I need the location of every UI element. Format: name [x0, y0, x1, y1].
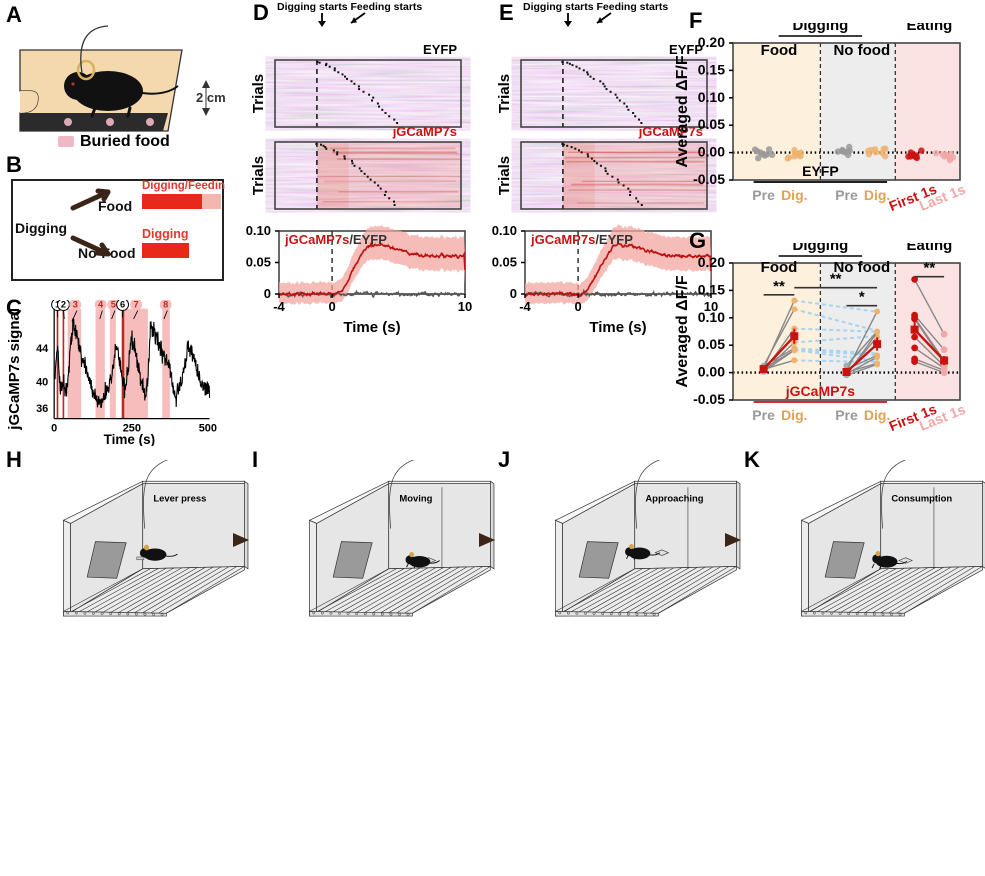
svg-text:Lever press: Lever press [153, 493, 206, 504]
svg-text:4: 4 [98, 300, 104, 310]
svg-text:7: 7 [134, 300, 139, 310]
svg-text:Food: Food [761, 42, 798, 59]
svg-text:No food: No food [833, 42, 890, 59]
svg-text:0.10: 0.10 [492, 223, 517, 238]
svg-text:Dig.: Dig. [781, 407, 807, 423]
svg-text:44: 44 [36, 343, 49, 355]
svg-text:-4: -4 [273, 299, 285, 314]
svg-text:0.10: 0.10 [698, 309, 725, 325]
svg-text:Digging: Digging [15, 220, 67, 236]
svg-text:Digging: Digging [792, 243, 848, 254]
svg-text:Moving: Moving [399, 493, 432, 504]
svg-text:Dig.: Dig. [781, 187, 807, 203]
svg-text:0.00: 0.00 [698, 144, 725, 160]
svg-text:-0.05: -0.05 [693, 171, 725, 187]
svg-text:Trials: Trials [496, 74, 513, 113]
svg-text:Time (s): Time (s) [589, 319, 646, 336]
svg-text:Eating: Eating [906, 243, 952, 254]
svg-text:Time (s): Time (s) [343, 319, 400, 336]
svg-text:Pre: Pre [752, 407, 775, 423]
svg-text:0.15: 0.15 [698, 281, 725, 297]
svg-text:Time (s): Time (s) [104, 432, 156, 446]
svg-text:0: 0 [574, 299, 581, 314]
svg-text:5: 5 [111, 300, 116, 310]
svg-text:0.20: 0.20 [698, 34, 725, 50]
svg-text:0.10: 0.10 [246, 223, 271, 238]
svg-text:0.10: 0.10 [698, 89, 725, 105]
svg-text:Trials: Trials [250, 74, 267, 113]
svg-text:jGCaMP7s: jGCaMP7s [785, 383, 855, 399]
svg-text:jGCaMP7s/EYFP: jGCaMP7s/EYFP [284, 232, 387, 247]
svg-text:ΔF/F: ΔF/F [241, 246, 245, 279]
svg-text:0.05: 0.05 [492, 255, 517, 270]
svg-text:0: 0 [264, 286, 271, 301]
svg-text:**: ** [773, 278, 785, 295]
svg-text:0.05: 0.05 [698, 336, 725, 352]
svg-text:36: 36 [36, 403, 48, 415]
svg-text:Pre: Pre [835, 407, 858, 423]
svg-text:**: ** [924, 260, 936, 277]
svg-text:0.00: 0.00 [698, 364, 725, 380]
svg-text:Pre: Pre [835, 187, 858, 203]
svg-text:jGCaMP7s: jGCaMP7s [392, 124, 457, 139]
svg-text:Trials: Trials [496, 156, 513, 195]
svg-text:Digging: Digging [792, 23, 848, 34]
svg-text:0: 0 [510, 286, 517, 301]
svg-text:ΔF/F: ΔF/F [487, 246, 491, 279]
svg-text:0.05: 0.05 [698, 116, 725, 132]
svg-text:EYFP: EYFP [802, 163, 839, 179]
svg-text:40: 40 [36, 377, 48, 389]
svg-text:*: * [859, 289, 865, 306]
svg-text:0.20: 0.20 [698, 254, 725, 270]
svg-text:500: 500 [199, 422, 217, 434]
svg-text:EYFP: EYFP [423, 42, 457, 57]
svg-text:Digging: Digging [142, 227, 189, 241]
svg-text:-0.05: -0.05 [693, 391, 725, 407]
svg-text:Averaged ΔF/F: Averaged ΔF/F [674, 55, 691, 167]
svg-text:3: 3 [73, 300, 78, 310]
svg-text:Digging/Feeding: Digging/Feeding [142, 180, 225, 192]
svg-text:0: 0 [328, 299, 335, 314]
svg-text:jGCaMP7s/EYFP: jGCaMP7s/EYFP [530, 232, 633, 247]
svg-text:2 cm: 2 cm [196, 90, 226, 105]
svg-text:10: 10 [458, 299, 472, 314]
svg-text:No food: No food [833, 259, 890, 276]
svg-text:6: 6 [120, 300, 125, 310]
svg-text:0.05: 0.05 [246, 255, 271, 270]
svg-text:Trials: Trials [250, 156, 267, 195]
svg-text:8: 8 [163, 300, 168, 310]
svg-text:Pre: Pre [752, 187, 775, 203]
svg-text:Averaged ΔF/F: Averaged ΔF/F [674, 275, 691, 387]
svg-text:Eating: Eating [906, 23, 952, 34]
svg-text:0.15: 0.15 [698, 61, 725, 77]
svg-text:0: 0 [51, 422, 57, 434]
svg-text:Food: Food [761, 259, 798, 276]
svg-text:Consumption: Consumption [891, 493, 952, 504]
svg-text:2: 2 [61, 300, 66, 310]
svg-text:Approaching: Approaching [645, 493, 703, 504]
svg-text:-4: -4 [519, 299, 531, 314]
